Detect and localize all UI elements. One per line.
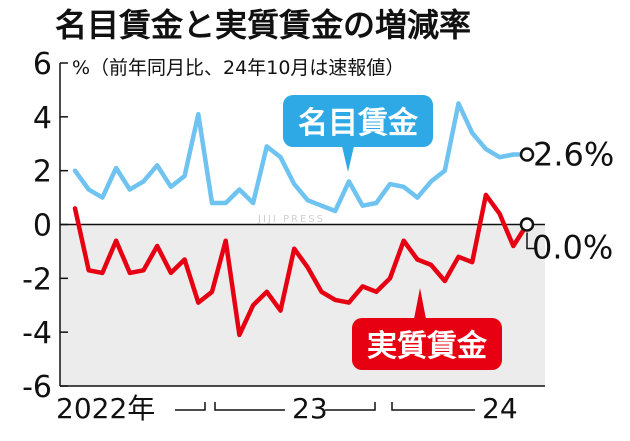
y-tick-label: 2 [33, 155, 52, 190]
real-badge [352, 318, 502, 370]
y-tick-label: 6 [33, 47, 52, 82]
y-tick-label: -6 [22, 370, 52, 405]
x-label-2023: 23 [292, 392, 328, 425]
nominal-badge-pointer [342, 146, 354, 172]
nominal-end-marker [519, 147, 535, 162]
watermark-text: JIJI PRESS [257, 214, 325, 225]
real-wage-line [72, 192, 530, 338]
x-year-bracket [214, 402, 285, 411]
nominal-end-label: 2.6% [533, 136, 614, 174]
chart-subtitle: %（前年同月比、24年10月は速報値） [72, 57, 404, 79]
nominal-wage-line [72, 101, 530, 214]
x-year-bracket [175, 402, 206, 411]
nominal-badge-label: 名目賃金 [298, 106, 419, 141]
x-label-2024: 24 [482, 392, 518, 425]
y-tick-label: 4 [33, 101, 52, 136]
y-tick-label: -2 [22, 262, 52, 297]
x-year-bracket [391, 402, 475, 411]
real-end-label: 0.0% [532, 229, 613, 267]
x-year-bracket [325, 402, 376, 411]
nominal-badge [283, 95, 433, 147]
x-label-2022: 2022年 [56, 392, 155, 425]
y-tick-label: 0 [33, 209, 52, 244]
real-badge-pointer [414, 288, 426, 319]
chart-title: 名目賃金と実質賃金の増減率 [55, 6, 471, 44]
real-badge-label: 実質賃金 [367, 329, 488, 364]
real-end-leader [526, 232, 537, 250]
y-tick-label: -4 [22, 316, 52, 351]
real-end-marker [519, 217, 535, 232]
